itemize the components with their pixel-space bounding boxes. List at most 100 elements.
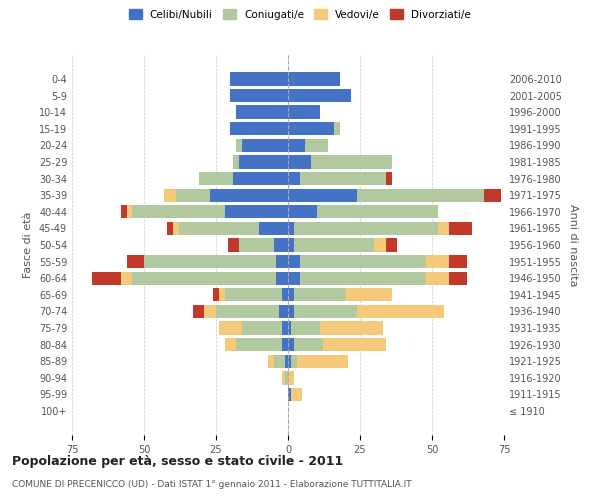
Bar [449, 255, 467, 268]
Bar [288, 272, 299, 285]
Bar [92, 272, 121, 285]
Bar [144, 255, 277, 268]
Bar [282, 338, 288, 351]
Bar [274, 354, 285, 368]
Bar [357, 188, 484, 202]
Bar [291, 388, 302, 401]
Bar [374, 238, 386, 252]
Bar [133, 205, 224, 218]
Bar [285, 354, 288, 368]
Bar [236, 138, 242, 152]
Bar [288, 322, 291, 334]
Bar [288, 238, 294, 252]
Text: COMUNE DI PRECENICCO (UD) - Dati ISTAT 1° gennaio 2011 - Elaborazione TUTTITALIA: COMUNE DI PRECENICCO (UD) - Dati ISTAT 1… [12, 480, 412, 489]
Bar [288, 255, 299, 268]
Bar [299, 272, 426, 285]
Bar [176, 188, 210, 202]
Text: Popolazione per età, sesso e stato civile - 2011: Popolazione per età, sesso e stato civil… [12, 455, 343, 468]
Bar [288, 338, 294, 351]
Bar [219, 322, 242, 334]
Bar [233, 172, 288, 185]
Bar [236, 338, 282, 351]
Bar [224, 205, 288, 218]
Bar [127, 255, 144, 268]
Bar [282, 322, 288, 334]
Bar [323, 338, 386, 351]
Bar [282, 288, 288, 302]
Bar [288, 371, 294, 384]
Bar [205, 305, 216, 318]
Bar [288, 305, 294, 318]
Bar [346, 288, 392, 302]
Bar [213, 288, 219, 302]
Bar [259, 222, 288, 235]
Bar [288, 354, 291, 368]
Bar [294, 305, 357, 318]
Bar [121, 205, 127, 218]
Bar [299, 255, 426, 268]
Bar [121, 272, 133, 285]
Bar [334, 122, 340, 136]
Bar [274, 238, 288, 252]
Bar [285, 371, 288, 384]
Bar [164, 188, 176, 202]
Bar [230, 72, 288, 86]
Bar [230, 89, 288, 102]
Bar [386, 238, 397, 252]
Bar [224, 288, 282, 302]
Bar [449, 222, 472, 235]
Bar [133, 272, 277, 285]
Bar [386, 172, 392, 185]
Bar [193, 305, 205, 318]
Y-axis label: Anni di nascita: Anni di nascita [568, 204, 578, 286]
Bar [239, 238, 274, 252]
Bar [233, 156, 239, 168]
Bar [282, 371, 285, 384]
Bar [294, 222, 438, 235]
Bar [294, 338, 323, 351]
Bar [288, 288, 294, 302]
Bar [311, 156, 392, 168]
Bar [239, 156, 288, 168]
Bar [317, 205, 438, 218]
Legend: Celibi/Nubili, Coniugati/e, Vedovi/e, Divorziati/e: Celibi/Nubili, Coniugati/e, Vedovi/e, Di… [125, 5, 475, 24]
Bar [299, 172, 386, 185]
Bar [320, 322, 383, 334]
Bar [230, 122, 288, 136]
Bar [438, 222, 449, 235]
Bar [210, 188, 288, 202]
Bar [484, 188, 501, 202]
Bar [227, 238, 239, 252]
Bar [242, 138, 288, 152]
Bar [179, 222, 259, 235]
Bar [277, 255, 288, 268]
Bar [167, 222, 173, 235]
Bar [236, 106, 288, 119]
Bar [288, 138, 305, 152]
Bar [280, 305, 288, 318]
Bar [294, 288, 346, 302]
Bar [288, 388, 291, 401]
Bar [288, 72, 340, 86]
Bar [426, 272, 449, 285]
Bar [199, 172, 233, 185]
Bar [291, 354, 296, 368]
Bar [288, 106, 320, 119]
Bar [224, 338, 236, 351]
Bar [173, 222, 179, 235]
Bar [288, 156, 311, 168]
Bar [291, 322, 320, 334]
Bar [219, 288, 224, 302]
Bar [216, 305, 280, 318]
Bar [305, 138, 328, 152]
Bar [294, 238, 374, 252]
Bar [288, 89, 352, 102]
Bar [268, 354, 274, 368]
Bar [288, 205, 317, 218]
Bar [288, 222, 294, 235]
Bar [449, 272, 467, 285]
Bar [426, 255, 449, 268]
Bar [277, 272, 288, 285]
Bar [288, 188, 357, 202]
Y-axis label: Fasce di età: Fasce di età [23, 212, 33, 278]
